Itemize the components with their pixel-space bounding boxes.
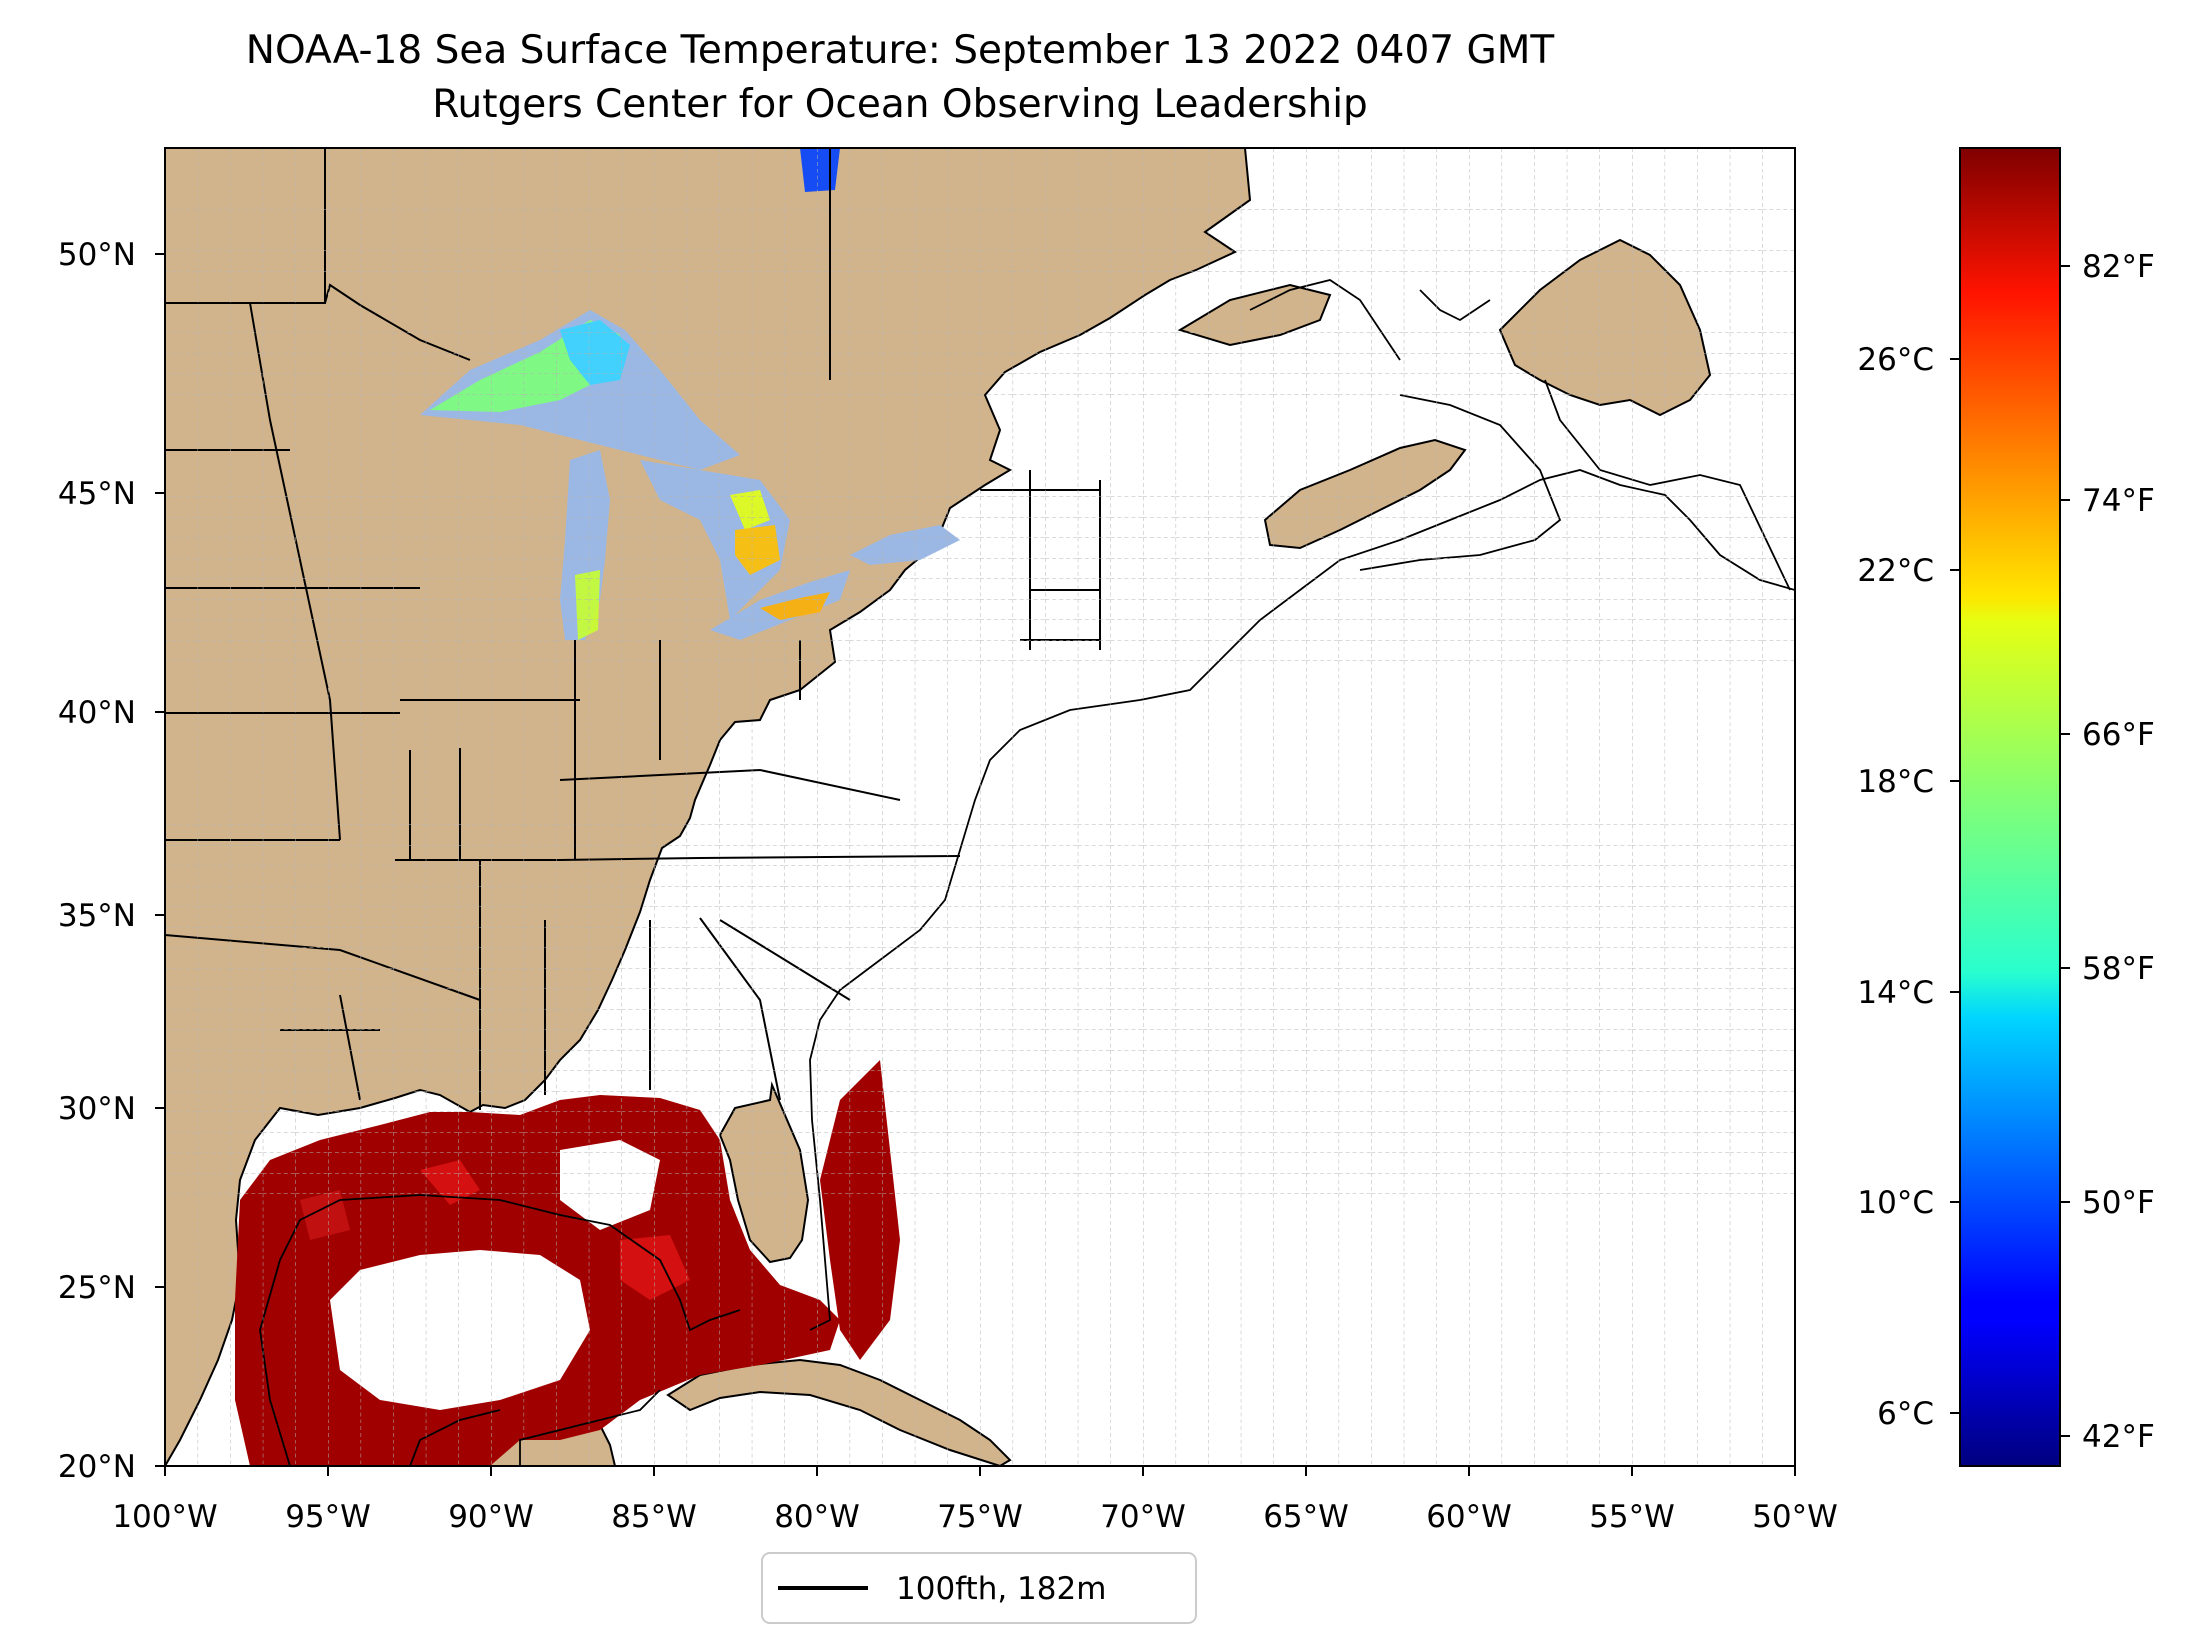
x-tick-label: 95°W [285,1499,371,1535]
x-tick-label: 85°W [611,1499,697,1535]
y-tick-labels: 20°N 25°N 30°N 35°N 40°N 45°N 50°N [58,237,136,1485]
x-tick-label: 50°W [1752,1499,1838,1535]
celsius-tick-label: 26°C [1857,342,1934,378]
x-tick-labels: 100°W 95°W 90°W 85°W 80°W 75°W 70°W 65°W… [112,1499,1837,1535]
x-axis [164,1466,1796,1476]
celsius-tick-label: 14°C [1857,975,1934,1011]
fahrenheit-tick-label: 82°F [2082,249,2155,285]
colorbar-fahrenheit-labels: 42°F 50°F 58°F 66°F 74°F 82°F [2082,249,2155,1455]
celsius-tick-label: 10°C [1857,1185,1934,1221]
map-subtitle: Rutgers Center for Ocean Observing Leade… [432,82,1368,127]
fahrenheit-tick-label: 50°F [2082,1185,2155,1221]
x-tick-label: 55°W [1589,1499,1675,1535]
x-tick-label: 100°W [112,1499,217,1535]
legend-box [761,1552,1197,1624]
y-tick-label: 40°N [58,695,136,731]
celsius-tick-label: 22°C [1857,553,1934,589]
celsius-tick-label: 6°C [1877,1396,1934,1432]
map-title: NOAA-18 Sea Surface Temperature: Septemb… [245,28,1555,73]
colorbar-celsius-labels: 6°C 10°C 14°C 18°C 22°C 26°C [1857,342,1934,1432]
x-tick-label: 80°W [774,1499,860,1535]
colorbar-fahrenheit-ticks [2060,265,2070,1437]
y-tick-label: 50°N [58,237,136,273]
y-axis [155,253,165,1467]
colorbar [1959,147,2061,1467]
x-tick-label: 60°W [1426,1499,1512,1535]
y-tick-label: 20°N [58,1449,136,1485]
y-tick-label: 30°N [58,1091,136,1127]
y-tick-label: 25°N [58,1270,136,1306]
legend: 100fth, 182m [761,1552,1197,1624]
map-area [165,148,1795,1466]
graticule [165,148,1795,1466]
x-tick-label: 90°W [448,1499,534,1535]
x-tick-label: 75°W [937,1499,1023,1535]
colorbar-celsius-ticks [1950,358,1960,1414]
x-tick-label: 70°W [1100,1499,1186,1535]
x-tick-label: 65°W [1263,1499,1349,1535]
fahrenheit-tick-label: 66°F [2082,717,2155,753]
fahrenheit-tick-label: 74°F [2082,483,2155,519]
celsius-tick-label: 18°C [1857,764,1934,800]
y-tick-label: 45°N [58,476,136,512]
fahrenheit-tick-label: 42°F [2082,1419,2155,1455]
fahrenheit-tick-label: 58°F [2082,951,2155,987]
y-tick-label: 35°N [58,898,136,934]
legend-label: 100fth, 182m [896,1571,1106,1607]
